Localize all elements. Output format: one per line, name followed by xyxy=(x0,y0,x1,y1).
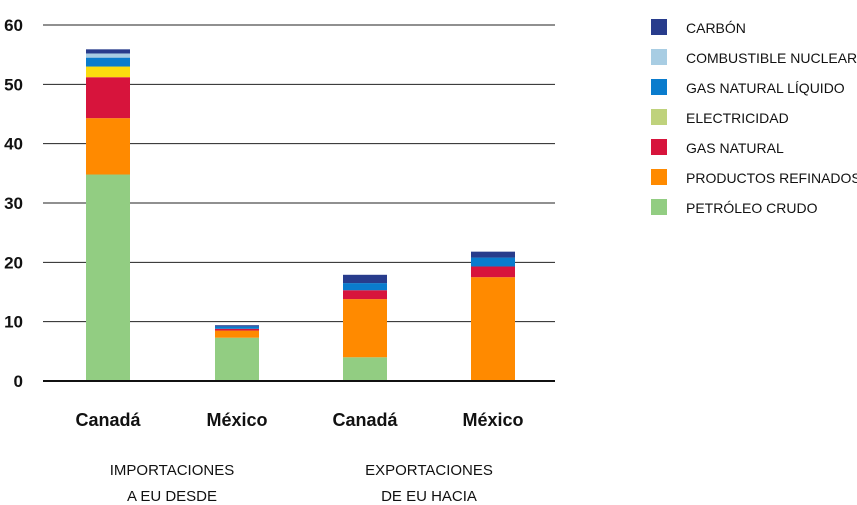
bar-segment xyxy=(86,118,130,175)
bar-segment xyxy=(215,326,259,329)
legend-label: PRODUCTOS REFINADOS xyxy=(686,170,857,186)
category-label: México xyxy=(206,410,267,430)
bar-segment xyxy=(86,77,130,119)
legend-swatch xyxy=(651,139,667,155)
legend-label: GAS NATURAL xyxy=(686,140,784,156)
bar-segment xyxy=(215,325,259,327)
bar-segment xyxy=(86,53,130,58)
group-label: A EU DESDE xyxy=(127,488,217,505)
bar-segment xyxy=(471,257,515,267)
y-tick-label: 30 xyxy=(4,194,23,213)
y-tick-label: 40 xyxy=(4,135,23,154)
legend-label: ELECTRICIDAD xyxy=(686,110,789,126)
legend-label: PETRÓLEO CRUDO xyxy=(686,200,818,216)
legend-label: COMBUSTIBLE NUCLEAR xyxy=(686,50,857,66)
group-label: IMPORTACIONES xyxy=(110,462,234,479)
bar-segment xyxy=(215,337,259,381)
legend-swatch xyxy=(651,49,667,65)
bar-segment xyxy=(86,49,130,54)
bar-segment xyxy=(343,283,387,291)
legend-swatch xyxy=(651,19,667,35)
bar-segment xyxy=(471,266,515,278)
y-axis-ticks: 0 10 20 30 40 50 60 xyxy=(4,16,23,391)
bar-segment xyxy=(215,328,259,331)
bar-segment xyxy=(343,290,387,300)
y-tick-label: 20 xyxy=(4,253,23,272)
group-label: EXPORTACIONES xyxy=(365,462,493,479)
legend-swatch xyxy=(651,79,667,95)
category-label: Canadá xyxy=(332,410,398,430)
bar-segment xyxy=(471,251,515,258)
y-tick-label: 10 xyxy=(4,313,23,332)
category-label: México xyxy=(462,410,523,430)
bar-segment xyxy=(343,299,387,358)
legend-label: CARBÓN xyxy=(686,20,746,36)
bar-segment xyxy=(343,357,387,381)
legend-label: GAS NATURAL LÍQUIDO xyxy=(686,80,845,96)
legend-swatch xyxy=(651,169,667,185)
legend-swatch xyxy=(651,109,667,125)
bar-segment xyxy=(215,330,259,338)
legend: CARBÓN COMBUSTIBLE NUCLEAR GAS NATURAL LÍQ… xyxy=(651,19,857,216)
bar-segment xyxy=(86,66,130,78)
bar-segment xyxy=(471,277,515,381)
category-labels: Canadá México Canadá México xyxy=(75,410,523,430)
bar-segment xyxy=(86,57,130,67)
bars xyxy=(86,49,515,381)
y-tick-label: 50 xyxy=(4,75,23,94)
y-tick-label: 60 xyxy=(4,16,23,35)
group-labels: IMPORTACIONES A EU DESDE EXPORTACIONES DE E… xyxy=(110,462,493,505)
bar-segment xyxy=(86,174,130,381)
group-label: DE EU HACIA xyxy=(381,488,477,505)
legend-swatch xyxy=(651,199,667,215)
category-label: Canadá xyxy=(75,410,141,430)
y-tick-label: 0 xyxy=(14,372,23,391)
bar-segment xyxy=(343,274,387,284)
